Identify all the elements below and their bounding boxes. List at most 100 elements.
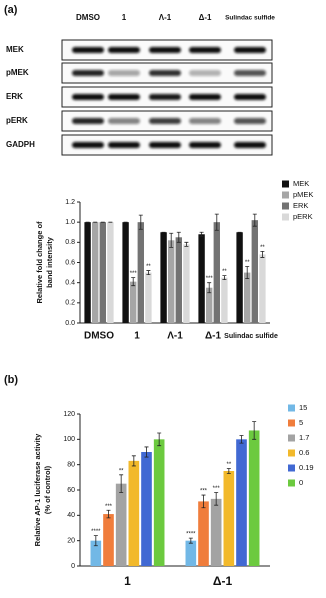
significance: **** (91, 529, 101, 535)
error-bar (106, 509, 111, 519)
x-tick-label: Δ-1 (205, 331, 222, 342)
x-tick-label: Λ-1 (167, 331, 183, 342)
blot-band (149, 118, 181, 124)
blot-band (234, 94, 266, 100)
y-tick-label: 1.0 (65, 219, 75, 226)
legend-swatch (288, 479, 295, 487)
legend-label: 0.6 (299, 448, 309, 457)
lane-label: Δ-1 (199, 13, 212, 22)
error-bar (199, 231, 204, 237)
significance: *** (105, 504, 113, 510)
y-tick-label: 40 (67, 512, 75, 519)
y-tick-label: 0.8 (65, 239, 75, 246)
error-bar (169, 232, 174, 248)
blot-band (108, 94, 140, 100)
error-bar (144, 446, 149, 458)
blot-band (189, 47, 221, 53)
error-bar (93, 535, 98, 547)
legend-swatch (282, 180, 289, 188)
bar (251, 220, 258, 323)
legend-label: ERK (293, 201, 308, 210)
legend-swatch (288, 434, 295, 442)
x-tick-label: Sulindac sulfide (224, 333, 278, 340)
blot-band (234, 47, 266, 53)
bar (84, 222, 91, 323)
blot-band (234, 118, 266, 124)
blot-band (108, 142, 140, 148)
significance: ** (146, 264, 151, 270)
x-tick-label: 1 (124, 574, 131, 588)
blot-band (149, 70, 181, 76)
blot-band (189, 142, 221, 148)
error-bar (260, 251, 265, 258)
bar (221, 277, 228, 323)
blot-band (234, 142, 266, 148)
panel-label: (a) (4, 4, 18, 16)
blot-band (189, 94, 221, 100)
bar (210, 498, 222, 566)
error-bar (252, 213, 257, 227)
y-axis-label: Relative AP-1 luciferase activity (33, 433, 42, 547)
legend-swatch (288, 464, 295, 472)
error-bar (184, 241, 189, 247)
bar (130, 281, 137, 323)
bar (103, 514, 114, 566)
significance: **** (186, 532, 196, 538)
legend-label: 0.19 (299, 463, 314, 472)
bar (248, 430, 260, 566)
row-label: MEK (6, 45, 24, 54)
blot-band (72, 47, 104, 53)
lane-label: DMSO (76, 13, 100, 22)
error-bar (226, 468, 231, 474)
legend-label: pMEK (293, 190, 313, 199)
blot-band (72, 94, 104, 100)
bar (259, 254, 266, 323)
error-bar (188, 537, 193, 544)
error-bar (131, 455, 136, 467)
error-bar (214, 492, 219, 506)
lane-label: Λ-1 (159, 13, 172, 22)
y-tick-label: 1.2 (65, 199, 75, 206)
bar (183, 244, 190, 323)
row-label: pERK (6, 116, 28, 125)
blot-band (149, 94, 181, 100)
error-bar (222, 275, 227, 281)
y-axis-label: Relative fold change of (35, 221, 44, 304)
y-tick-label: 0.4 (65, 280, 75, 287)
y-tick-label: 100 (63, 436, 75, 443)
panel-label: (b) (4, 374, 18, 386)
bar (198, 501, 209, 566)
blot-band (234, 70, 266, 76)
row-label: ERK (6, 92, 23, 101)
bar (160, 232, 167, 323)
legend-label: 5 (299, 418, 303, 427)
y-tick-label: 0.0 (65, 320, 75, 327)
y-tick-label: 20 (67, 538, 75, 545)
blot-band (108, 47, 140, 53)
y-tick-label: 120 (63, 411, 75, 418)
bar (236, 439, 247, 566)
row-label: pMEK (6, 68, 29, 77)
error-bar (157, 432, 162, 447)
bar (213, 222, 220, 323)
blot-band (189, 70, 221, 76)
legend-label: MEK (293, 179, 309, 188)
bar (244, 272, 251, 323)
bar (99, 222, 106, 323)
blot-band (149, 142, 181, 148)
y-tick-label: 0 (71, 563, 75, 570)
legend-label: 0 (299, 478, 303, 487)
x-tick-label: DMSO (84, 331, 114, 342)
significance: ** (260, 245, 265, 251)
bar (115, 483, 127, 566)
legend-swatch (282, 213, 289, 221)
y-axis-label: band intensity (45, 236, 54, 288)
y-tick-label: 80 (67, 462, 75, 469)
bar (236, 232, 243, 323)
error-bar (176, 231, 181, 243)
error-bar (138, 214, 143, 230)
bar (92, 222, 99, 323)
bar (107, 222, 114, 323)
bar (90, 540, 102, 566)
blot-band (149, 47, 181, 53)
